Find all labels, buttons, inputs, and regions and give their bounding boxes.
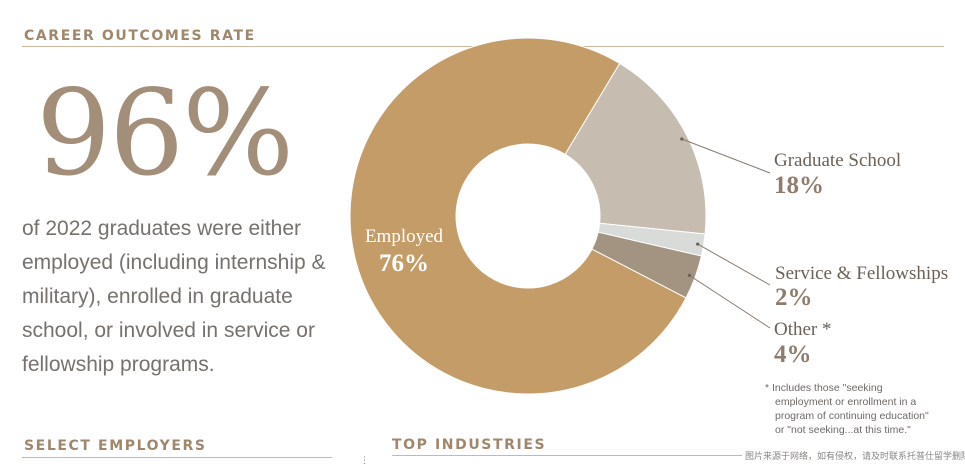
slice-value-graduate-school: 18% [774, 172, 824, 199]
footnote-line-3: program of continuing education" [775, 410, 929, 422]
slice-value-other: 4% [774, 341, 812, 368]
slice-employed [349, 37, 687, 395]
employers-rule [22, 457, 332, 458]
slice-label-graduate-school: Graduate School [774, 150, 901, 171]
section-title-top-industries: TOP INDUSTRIES [392, 437, 547, 453]
leader-line-graduate-school [681, 138, 771, 174]
footnote: * Includes those "seeking employment or … [765, 381, 960, 437]
footnote-line-2: employment or enrollment in a [775, 396, 917, 408]
watermark-text: 图片来源于网络，如有侵权，请及时联系托普仕留学删除 [745, 452, 965, 462]
slice-value-service-fellowships: 2% [775, 284, 813, 311]
footnote-marker: * [765, 382, 770, 394]
leader-dot-other [687, 273, 692, 277]
leader-line-service-fellowships [697, 243, 771, 286]
footnote-line-1: Includes those "seeking [772, 382, 883, 394]
section-title-select-employers: SELECT EMPLOYERS [24, 438, 207, 454]
leader-dot-graduate-school [680, 137, 684, 141]
slice-value-employed: 76% [379, 250, 429, 277]
leader-line-other [689, 274, 771, 329]
leader-dot-service-fellowships [696, 242, 700, 246]
headline-percent: 96% [36, 64, 294, 202]
slice-label-employed: Employed [365, 226, 444, 247]
headline-description: of 2022 graduates were either employed (… [22, 217, 326, 376]
slice-label-other: Other * [774, 319, 832, 340]
industries-rule [392, 455, 742, 456]
dots-icon: ⋮ [360, 455, 369, 465]
section-title-career-outcomes: CAREER OUTCOMES RATE [24, 28, 256, 44]
slice-graduate-school [564, 62, 707, 235]
slice-label-service-fellowships: Service & Fellowships [775, 263, 948, 284]
footnote-line-4: or "not seeking...at this time." [775, 424, 911, 436]
